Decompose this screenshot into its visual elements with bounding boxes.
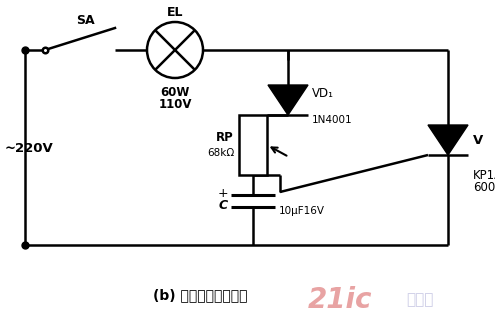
Text: 68kΩ: 68kΩ	[207, 148, 234, 158]
Text: 110V: 110V	[158, 98, 192, 110]
Polygon shape	[268, 85, 308, 115]
Text: KP1A/: KP1A/	[473, 168, 495, 182]
Text: (b) 仅用晶闸管的电路: (b) 仅用晶闸管的电路	[153, 288, 247, 302]
Polygon shape	[428, 125, 468, 155]
Text: +: +	[218, 186, 228, 200]
Text: 600V: 600V	[473, 181, 495, 194]
Text: VD₁: VD₁	[312, 87, 334, 99]
Text: EL: EL	[167, 5, 183, 18]
Text: RP: RP	[216, 130, 234, 144]
Bar	[239, 115, 267, 175]
Text: V: V	[473, 134, 483, 147]
Text: 21ic: 21ic	[308, 286, 372, 314]
Text: 10μF16V: 10μF16V	[279, 206, 325, 216]
Text: 60W: 60W	[160, 86, 190, 99]
Text: 电子网: 电子网	[406, 292, 434, 308]
Text: ~220V: ~220V	[5, 141, 54, 155]
Text: 1N4001: 1N4001	[312, 115, 352, 125]
Text: C: C	[218, 198, 228, 212]
Text: SA: SA	[76, 14, 95, 26]
